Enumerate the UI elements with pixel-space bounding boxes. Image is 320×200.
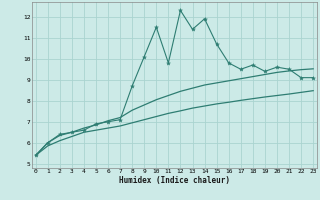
X-axis label: Humidex (Indice chaleur): Humidex (Indice chaleur) — [119, 176, 230, 185]
